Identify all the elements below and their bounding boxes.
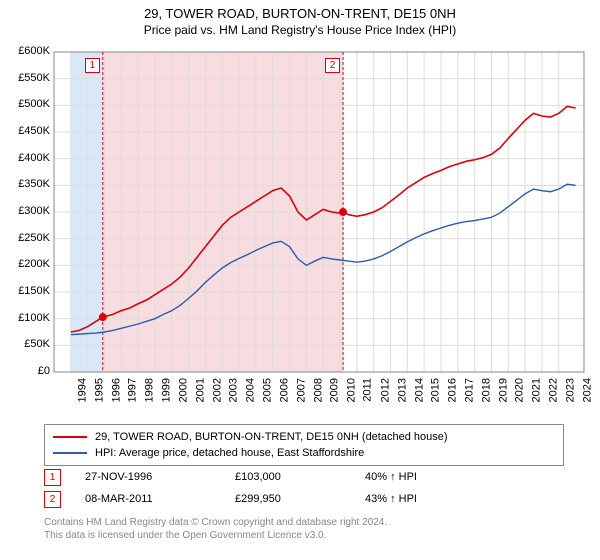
x-axis-label: 2017 — [463, 378, 475, 402]
sale-date-2: 08-MAR-2011 — [85, 493, 235, 505]
x-axis-label: 2021 — [531, 378, 543, 402]
y-axis-label: £100K — [10, 312, 50, 324]
x-axis-label: 2002 — [211, 378, 223, 402]
sale-date-1: 27-NOV-1996 — [85, 471, 235, 483]
legend-swatch-property — [53, 436, 87, 438]
x-axis-label: 1999 — [161, 378, 173, 402]
x-axis-label: 2024 — [581, 378, 593, 402]
x-axis-label: 2008 — [312, 378, 324, 402]
x-axis-label: 1994 — [76, 378, 88, 402]
x-axis-label: 2001 — [194, 378, 206, 402]
footer: Contains HM Land Registry data © Crown c… — [44, 516, 387, 542]
y-axis-label: £400K — [10, 152, 50, 164]
y-axis-label: £300K — [10, 205, 50, 217]
sale-hpi-2: 43% ↑ HPI — [365, 493, 485, 505]
y-axis-label: £500K — [10, 98, 50, 110]
footer-line2: This data is licensed under the Open Gov… — [44, 529, 387, 542]
sale-price-1: £103,000 — [235, 471, 365, 483]
x-axis-label: 2004 — [245, 378, 257, 402]
chart-marker-2: 2 — [325, 58, 340, 73]
x-axis-label: 2012 — [379, 378, 391, 402]
chart-marker-1: 1 — [85, 58, 100, 73]
y-axis-label: £0 — [10, 365, 50, 377]
legend: 29, TOWER ROAD, BURTON-ON-TRENT, DE15 0N… — [44, 424, 564, 466]
x-axis-label: 2023 — [564, 378, 576, 402]
title-area: 29, TOWER ROAD, BURTON-ON-TRENT, DE15 0N… — [0, 0, 600, 37]
x-axis-label: 1998 — [144, 378, 156, 402]
y-axis-label: £600K — [10, 45, 50, 57]
legend-label-property: 29, TOWER ROAD, BURTON-ON-TRENT, DE15 0N… — [95, 431, 448, 443]
chart-container: 29, TOWER ROAD, BURTON-ON-TRENT, DE15 0N… — [0, 0, 600, 560]
x-axis-label: 2016 — [447, 378, 459, 402]
x-axis-label: 2000 — [177, 378, 189, 402]
y-axis-label: £350K — [10, 178, 50, 190]
x-axis-label: 2015 — [430, 378, 442, 402]
sales-table: 1 27-NOV-1996 £103,000 40% ↑ HPI 2 08-MA… — [44, 466, 485, 510]
y-axis-label: £50K — [10, 338, 50, 350]
x-axis-label: 1997 — [127, 378, 139, 402]
x-axis-label: 2007 — [295, 378, 307, 402]
x-axis-label: 2014 — [413, 378, 425, 402]
x-axis-label: 2011 — [362, 378, 374, 402]
x-axis-label: 1995 — [93, 378, 105, 402]
y-axis-label: £550K — [10, 72, 50, 84]
y-axis-label: £200K — [10, 258, 50, 270]
sale-row-2: 2 08-MAR-2011 £299,950 43% ↑ HPI — [44, 488, 485, 510]
x-axis-label: 2022 — [548, 378, 560, 402]
x-axis-label: 2003 — [228, 378, 240, 402]
x-axis-label: 2018 — [480, 378, 492, 402]
sale-marker-1: 1 — [44, 469, 61, 486]
y-axis-label: £250K — [10, 232, 50, 244]
x-axis-label: 1996 — [110, 378, 122, 402]
chart-area: £0 £50K £100K £150K £200K £250K £300K £350K £400… — [10, 48, 590, 418]
sale-row-1: 1 27-NOV-1996 £103,000 40% ↑ HPI — [44, 466, 485, 488]
x-axis-label: 2020 — [514, 378, 526, 402]
x-axis-label: 2009 — [329, 378, 341, 402]
legend-swatch-hpi — [53, 452, 87, 454]
footer-line1: Contains HM Land Registry data © Crown c… — [44, 516, 387, 529]
title-address: 29, TOWER ROAD, BURTON-ON-TRENT, DE15 0N… — [0, 6, 600, 21]
y-axis-label: £450K — [10, 125, 50, 137]
legend-item-property: 29, TOWER ROAD, BURTON-ON-TRENT, DE15 0N… — [53, 429, 555, 445]
sale-hpi-1: 40% ↑ HPI — [365, 471, 485, 483]
sale-price-2: £299,950 — [235, 493, 365, 505]
chart-svg — [10, 48, 590, 418]
x-axis-label: 2005 — [262, 378, 274, 402]
x-axis-label: 2019 — [497, 378, 509, 402]
y-axis-label: £150K — [10, 285, 50, 297]
title-subtitle: Price paid vs. HM Land Registry's House … — [0, 23, 600, 37]
x-axis-label: 2006 — [278, 378, 290, 402]
sale-marker-2: 2 — [44, 491, 61, 508]
legend-label-hpi: HPI: Average price, detached house, East… — [95, 447, 364, 459]
x-axis-label: 2010 — [346, 378, 358, 402]
x-axis-label: 2013 — [396, 378, 408, 402]
legend-item-hpi: HPI: Average price, detached house, East… — [53, 445, 555, 461]
